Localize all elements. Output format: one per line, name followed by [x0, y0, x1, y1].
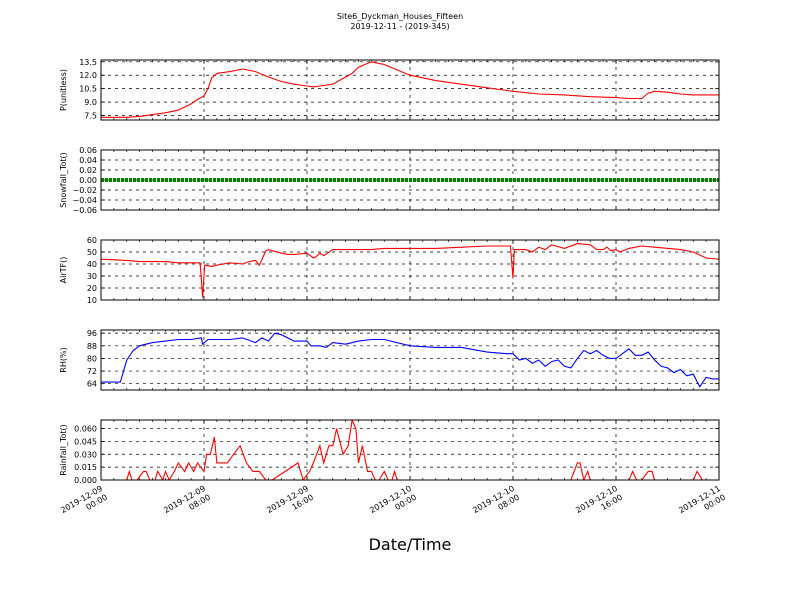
y-axis-label: Rainfall_Tot()	[59, 424, 68, 476]
y-tick-label: 60	[87, 236, 97, 245]
y-tick-label: 0.000	[74, 476, 97, 485]
x-tick-labels: 2019-12-0900:00 2019-12-0908:00 2019-12-09…	[59, 484, 727, 524]
figure-title-line1: Site6_Dyckman_Houses_Fifteen	[337, 12, 463, 21]
y-tick-label: 12.0	[79, 71, 97, 80]
series-line	[101, 61, 719, 118]
x-tick-label: 2019-12-0900:00	[59, 484, 109, 524]
series-line	[101, 332, 719, 388]
y-axis-label: AirTF()	[59, 257, 68, 284]
x-tick-label: 2019-12-1016:00	[574, 484, 624, 524]
y-tick-label: 0.060	[74, 425, 97, 434]
y-tick-label: 9.0	[84, 98, 97, 107]
y-tick-label: 10.5	[79, 85, 97, 94]
y-tick-label: 40	[87, 260, 97, 269]
y-tick-label: 10	[87, 296, 97, 305]
y-tick-label: 72	[87, 367, 97, 376]
panel-1: −0.06−0.04−0.020.000.020.040.06 Snowfall_…	[59, 146, 720, 215]
y-tick-label: 20	[87, 284, 97, 293]
axes-frame	[100, 419, 720, 481]
x-tick-label: 2019-12-0908:00	[162, 484, 212, 524]
y-axis-label: RH(%)	[59, 347, 68, 372]
y-tick-label: −0.04	[72, 196, 97, 205]
x-tick-label: 2019-12-1100:00	[677, 484, 727, 524]
series-line	[101, 243, 719, 298]
panels: 7.5 9.0 10.5 12.0 13.5 P(unitless) −0.06−0.04−…	[59, 58, 720, 485]
y-tick-label: 88	[87, 342, 97, 351]
x-tick-label: 2019-12-0916:00	[265, 484, 315, 524]
series-line	[101, 420, 719, 480]
panel-0: 7.5 9.0 10.5 12.0 13.5 P(unitless)	[59, 58, 720, 121]
axes-frame	[100, 59, 720, 121]
y-tick-label: 30	[87, 272, 97, 281]
y-tick-label: 13.5	[79, 58, 97, 67]
y-tick-label: 0.015	[74, 463, 97, 472]
panel-4: 0.000 0.015 0.030 0.045 0.060 Rainfall_Tot()	[59, 419, 720, 485]
y-tick-label: 0.00	[79, 176, 97, 185]
y-tick-label: 0.06	[79, 146, 97, 155]
x-axis-label: Date/Time	[369, 535, 452, 554]
y-axis-label: P(unitless)	[59, 69, 68, 111]
y-tick-label: 96	[87, 329, 97, 338]
y-axis-label: Snowfall_Tot()	[59, 152, 68, 208]
y-tick-label: −0.02	[72, 186, 97, 195]
y-tick-label: 80	[87, 354, 97, 363]
figure-title-line2: 2019-12-11 - (2019-345)	[350, 22, 449, 31]
axes-frame	[100, 239, 720, 301]
y-tick-label: 64	[87, 380, 97, 389]
y-tick-label: 0.04	[79, 156, 97, 165]
y-tick-label: 0.02	[79, 166, 97, 175]
panel-3: 64 72 80 88 96 RH(%)	[59, 329, 720, 391]
y-tick-label: 7.5	[84, 112, 97, 121]
y-tick-label: 0.030	[74, 450, 97, 459]
axes-frame	[100, 329, 720, 391]
y-tick-label: 0.045	[74, 437, 97, 446]
x-tick-label: 2019-12-1008:00	[471, 484, 521, 524]
axes-frame	[100, 149, 720, 211]
x-tick-label: 2019-12-1000:00	[368, 484, 418, 524]
panel-2: 10 20 30 40 50 60 AirTF()	[59, 236, 720, 305]
y-tick-label: −0.06	[72, 206, 97, 215]
y-tick-label: 50	[87, 248, 97, 257]
